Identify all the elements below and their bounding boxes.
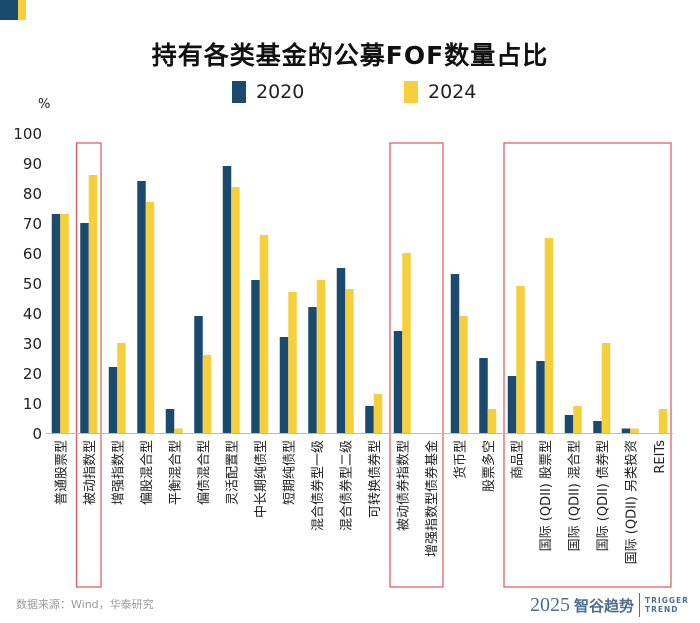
y-axis-unit: %: [38, 97, 50, 112]
bar-2024: [145, 202, 155, 433]
bar-2020: [393, 331, 403, 433]
category-label: 国际 (QDII) 另类投资: [623, 440, 639, 564]
legend-swatch-2024: [404, 81, 418, 103]
bar-2020: [336, 268, 346, 433]
bar-2024: [516, 286, 525, 433]
legend-item-2020: 2020: [232, 78, 304, 106]
bar-2024: [402, 253, 411, 433]
bar-2020: [536, 361, 545, 433]
bar-2020: [165, 409, 175, 433]
bar-2024: [345, 289, 354, 433]
bar-2024: [202, 355, 212, 433]
highlight-box-2: [503, 142, 672, 588]
y-tick-label: 10: [23, 395, 42, 413]
bar-2020: [251, 280, 260, 433]
bar-2024: [658, 409, 668, 433]
bar-2024: [288, 292, 297, 433]
bar-2024: [573, 406, 582, 433]
bar-2024: [117, 343, 126, 433]
brand-separator: [639, 593, 641, 617]
category-label: 增强指数型: [111, 440, 126, 505]
chart-title: 持有各类基金的公募FOF数量占比: [151, 41, 549, 70]
y-tick-label: 80: [23, 185, 42, 203]
bar-2024: [88, 175, 98, 433]
category-label: 普通股票型: [54, 440, 69, 505]
corner-mark: [0, 0, 26, 20]
bar-2024: [459, 316, 468, 433]
bar-2024: [544, 238, 554, 433]
category-label: 混合债券型二级: [338, 440, 354, 531]
legend-label-2020: 2020: [256, 81, 305, 103]
bar-2020: [80, 223, 89, 433]
bar-2020: [108, 367, 118, 433]
bar-2024: [316, 280, 326, 433]
category-label: 平衡混合型: [168, 440, 183, 505]
bar-2024: [231, 187, 240, 433]
category-label: 增强指数型债券基金: [424, 440, 440, 557]
bar-2020: [222, 166, 232, 433]
y-tick-label: 20: [23, 365, 42, 383]
category-label: 国际 (QDII) 股票型: [539, 440, 554, 551]
highlight-box-0: [75, 142, 102, 588]
brand-english: TRIGGER TREND: [645, 596, 689, 614]
y-tick-label: 90: [23, 155, 42, 173]
brand-logo: 2025 智谷趋势 TRIGGER TREND: [530, 590, 689, 620]
legend-swatch-2020: [232, 81, 246, 103]
category-label: 国际 (QDII) 混合型: [567, 440, 582, 551]
bar-2024: [60, 214, 69, 433]
bar-2024: [373, 394, 383, 433]
bar-2020: [194, 316, 203, 433]
category-label: 混合债券型一级: [310, 440, 326, 531]
bar-2024: [630, 428, 639, 433]
highlight-box-1: [389, 142, 444, 588]
brand-year: 2025: [530, 593, 570, 616]
bar-2020: [621, 428, 631, 433]
bar-2024: [174, 428, 183, 433]
y-tick-label: 100: [13, 125, 42, 143]
legend-label-2024: 2024: [428, 81, 477, 103]
y-tick-label: 70: [23, 215, 42, 233]
bar-2020: [507, 376, 517, 433]
brand-en-line1: TRIGGER: [645, 596, 689, 605]
category-label: 股票多空: [481, 440, 497, 492]
category-label: 偏债混合型: [197, 440, 212, 505]
category-label: 被动指数型: [83, 440, 98, 505]
category-label: 灵活配置型: [225, 440, 240, 505]
brand-name: 智谷趋势: [574, 596, 635, 615]
bar-2024: [487, 409, 497, 433]
y-tick-label: 60: [23, 245, 42, 263]
y-tick-label: 0: [32, 425, 42, 443]
bar-2020: [279, 337, 289, 433]
bar-2020: [593, 421, 602, 433]
category-label: REITs: [653, 440, 668, 474]
legend-item-2024: 2024: [404, 78, 476, 106]
bar-2020: [308, 307, 317, 433]
legend: 2020 2024: [0, 78, 700, 106]
bar-2020: [137, 181, 146, 433]
source-note: 数据来源：Wind，华泰研究: [16, 598, 154, 611]
bar-2020: [51, 214, 61, 433]
y-tick-label: 50: [23, 275, 42, 293]
category-label: 商品型: [510, 440, 525, 479]
category-label: 中长期纯债型: [254, 440, 269, 518]
brand-en-line2: TREND: [645, 605, 679, 614]
y-tick-label: 40: [23, 305, 42, 323]
category-label: 货币型: [452, 440, 468, 479]
category-label: 被动债券指数型: [395, 440, 411, 531]
category-label: 可转换债券型: [367, 440, 383, 518]
category-label: 国际 (QDII) 债券型: [595, 440, 611, 551]
category-label: 偏股混合型: [140, 440, 155, 505]
y-tick-label: 30: [23, 335, 42, 353]
bar-2020: [365, 406, 374, 433]
bar-2024: [259, 235, 269, 433]
bar-2020: [450, 274, 460, 433]
bar-2020: [479, 358, 488, 433]
bar-2024: [601, 343, 611, 433]
category-label: 短期纯债型: [282, 440, 297, 505]
bar-2020: [564, 415, 574, 433]
